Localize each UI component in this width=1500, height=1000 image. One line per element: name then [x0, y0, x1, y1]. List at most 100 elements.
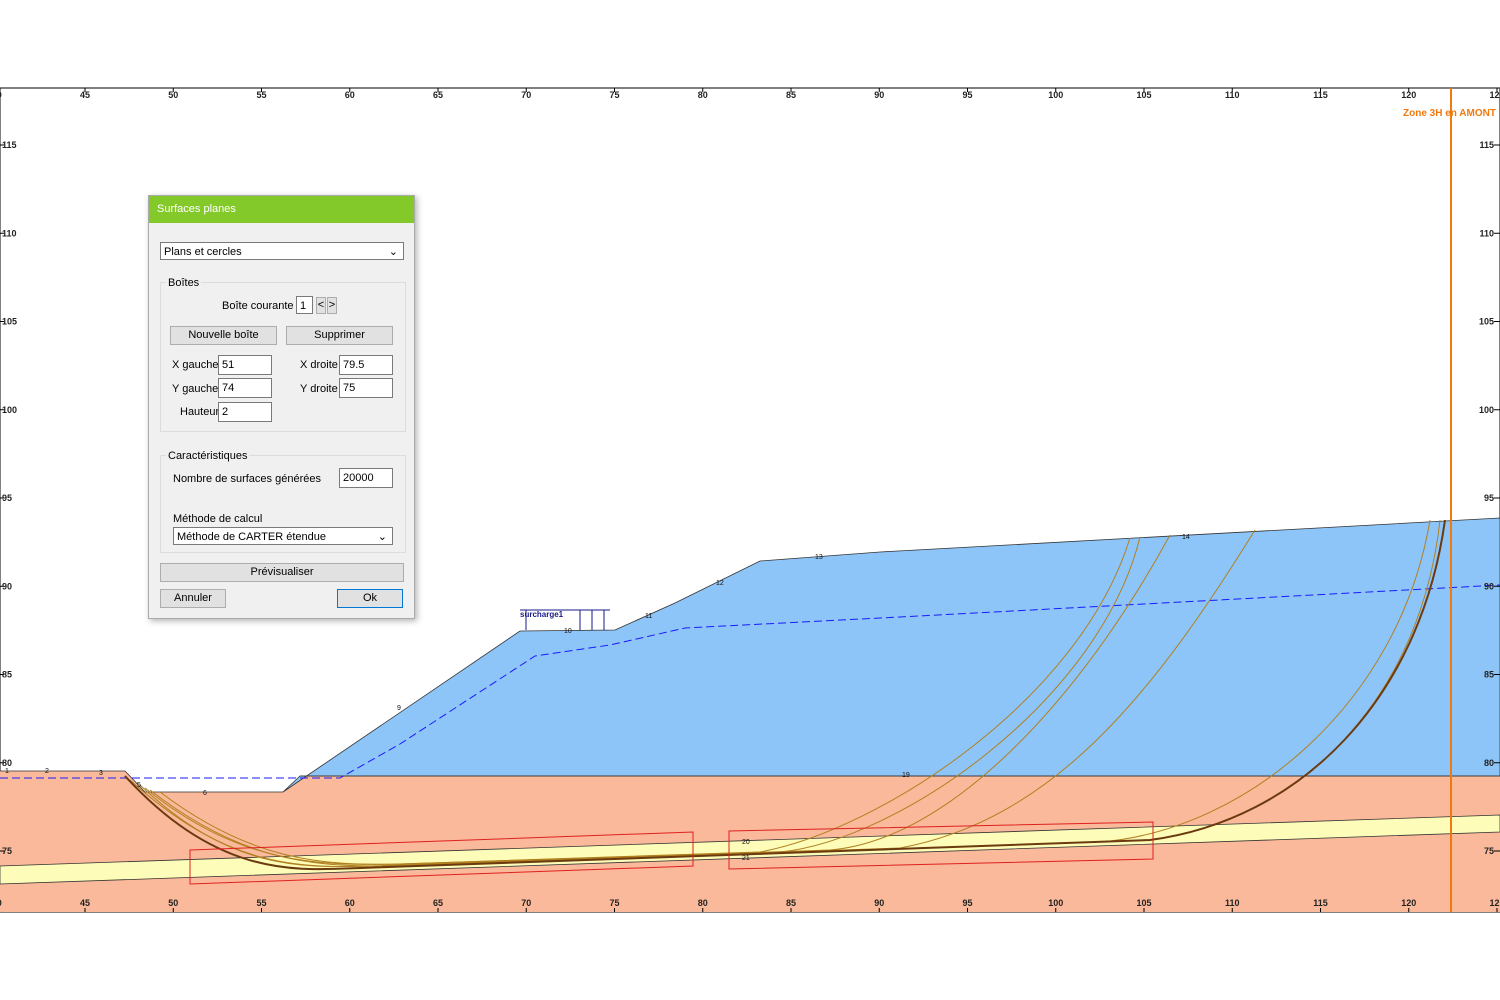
- y-tick-label: 105: [1479, 317, 1494, 327]
- point-label: 20: [742, 839, 750, 846]
- x-right-input[interactable]: 79.5: [339, 355, 393, 375]
- x-tick-label: 60: [345, 898, 355, 908]
- preview-button[interactable]: Prévisualiser: [160, 563, 404, 582]
- x-tick-label: 75: [609, 90, 619, 100]
- slip-arc: [159, 534, 1171, 865]
- point-label: 5: [137, 782, 141, 789]
- point-label: 13: [815, 554, 823, 561]
- cancel-button[interactable]: Annuler: [160, 589, 226, 608]
- point-label: 21: [742, 855, 750, 862]
- x-tick-label: 95: [962, 898, 972, 908]
- point-label: 14: [1182, 534, 1190, 541]
- slip-arc: [149, 529, 1256, 867]
- x-tick-label: 110: [1225, 90, 1240, 100]
- point-label: 12: [716, 580, 724, 587]
- x-tick-label: 90: [874, 90, 884, 100]
- x-tick-label: 125: [1489, 898, 1500, 908]
- x-tick-label: 85: [786, 898, 796, 908]
- next-button[interactable]: >: [327, 297, 337, 314]
- x-tick-label: 90: [874, 898, 884, 908]
- mode-value: Plans et cercles: [164, 246, 242, 258]
- x-tick-label: 100: [1048, 898, 1063, 908]
- y-tick-label: 110: [1479, 228, 1494, 238]
- x-tick-label: 85: [786, 90, 796, 100]
- y-tick-label: 85: [2, 670, 12, 680]
- x-tick-label: 70: [521, 898, 531, 908]
- y-tick-label: 75: [2, 846, 12, 856]
- point-label: 2: [45, 768, 49, 775]
- ok-button[interactable]: Ok: [337, 589, 403, 608]
- y-right-input[interactable]: 75: [339, 378, 393, 398]
- x-tick-label: 125: [1489, 90, 1500, 100]
- label: Y droite: [300, 383, 338, 395]
- method-select[interactable]: Méthode de CARTER étendue ⌄: [173, 527, 393, 545]
- mode-select[interactable]: Plans et cercles ⌄: [160, 242, 404, 260]
- boxes-group: [160, 282, 406, 432]
- y-tick-label: 115: [2, 140, 17, 150]
- critical-surface: [124, 519, 1446, 871]
- label: Nombre de surfaces générées: [173, 473, 321, 485]
- y-left-input[interactable]: 74: [218, 378, 272, 398]
- point-label: 6: [203, 790, 207, 797]
- x-tick-label: 105: [1136, 898, 1151, 908]
- x-tick-label: 80: [698, 898, 708, 908]
- label: Y gauche: [172, 383, 219, 395]
- x-tick-label: 65: [433, 90, 443, 100]
- prev-button[interactable]: <: [316, 297, 326, 314]
- water-table: [0, 584, 1500, 779]
- x-tick-label: 115: [1313, 90, 1328, 100]
- search-box: [189, 831, 694, 885]
- point-label: 11: [645, 613, 652, 620]
- x-tick-label: 40: [0, 90, 2, 100]
- x-tick-label: 70: [521, 90, 531, 100]
- x-tick-label: 55: [256, 898, 266, 908]
- current-box[interactable]: 1: [296, 296, 313, 314]
- y-tick-label: 100: [2, 405, 17, 415]
- x-tick-label: 80: [698, 90, 708, 100]
- x-tick-label: 105: [1136, 90, 1151, 100]
- x-tick-label: 50: [168, 898, 178, 908]
- y-tick-label: 105: [2, 317, 17, 327]
- x-tick-label: 120: [1401, 90, 1416, 100]
- x-tick-label: 95: [962, 90, 972, 100]
- delete-button[interactable]: Supprimer: [286, 326, 393, 345]
- ground-line: [0, 770, 283, 793]
- y-tick-label: 85: [1484, 670, 1494, 680]
- x-tick-label: 55: [256, 90, 266, 100]
- x-tick-label: 100: [1048, 90, 1063, 100]
- y-tick-label: 110: [2, 228, 17, 238]
- x-tick-label: 60: [345, 90, 355, 100]
- search-box: [728, 821, 1154, 870]
- x-tick-label: 45: [80, 898, 90, 908]
- new-box-button[interactable]: Nouvelle boîte: [170, 326, 277, 345]
- x-tick-label: 45: [80, 90, 90, 100]
- x-tick-label: 50: [168, 90, 178, 100]
- axes: 4040454550505555606065657070757580808585…: [0, 88, 1500, 912]
- y-tick-label: 75: [1484, 846, 1494, 856]
- slip-arc: [129, 536, 1141, 868]
- y-tick-label: 90: [2, 581, 12, 591]
- y-tick-label: 80: [2, 758, 12, 768]
- method-value: Méthode de CARTER étendue: [177, 531, 326, 543]
- y-tick-label: 95: [2, 493, 12, 503]
- y-tick-label: 115: [1479, 140, 1494, 150]
- x-left-input[interactable]: 51: [218, 355, 272, 375]
- point-labels: 1 2 3 5 6 9 10 11 12 13 14 19 20 21: [5, 534, 1190, 862]
- x-tick-label: 75: [609, 898, 619, 908]
- x-tick-label: 110: [1225, 898, 1240, 908]
- surcharge-label: surcharge1: [520, 610, 564, 619]
- x-tick-label: 120: [1401, 898, 1416, 908]
- y-tick-label: 80: [1484, 758, 1494, 768]
- x-tick-label: 40: [0, 898, 2, 908]
- point-label: 10: [564, 628, 572, 635]
- label: Méthode de calcul: [173, 513, 263, 525]
- surfaces-input[interactable]: 20000: [339, 468, 393, 488]
- x-tick-label: 115: [1313, 898, 1328, 908]
- label: X gauche: [172, 359, 219, 371]
- point-label: 9: [397, 705, 401, 712]
- height-input[interactable]: 2: [218, 402, 272, 422]
- label: X droite: [300, 359, 338, 371]
- y-tick-label: 100: [1479, 405, 1494, 415]
